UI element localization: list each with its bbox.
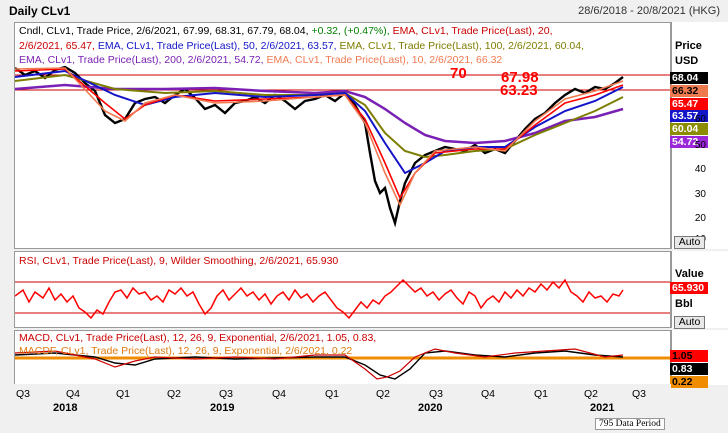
ema-100-legend: EMA, CLv1, Trade Price(Last), 100, 2/6/2… (339, 40, 585, 52)
price-tick: 50 (694, 140, 706, 151)
price-badge-ema100: 60.04 (670, 123, 708, 135)
price-chart[interactable] (15, 23, 671, 249)
rsi-line (15, 278, 624, 320)
ema-20-value-legend: 2/6/2021, 65.47, (19, 40, 98, 52)
rsi-unit: Bbl (675, 298, 693, 310)
annotation-67-98: 67.98 (501, 69, 539, 86)
quarter-label: Q3 (429, 388, 444, 400)
macd-badge: 1.05 (670, 350, 708, 362)
quarter-label: Q1 (534, 388, 549, 400)
rsi-panel[interactable]: RSI, CLv1, Trade Price(Last), 9, Wilder … (14, 251, 671, 328)
quarter-label: Q1 (116, 388, 131, 400)
candle-legend: Cndl, CLv1, Trade Price, 2/6/2021, 67.99… (19, 25, 312, 37)
price-legend-line-2: 2/6/2021, 65.47, EMA, CLv1, Trade Price(… (19, 40, 584, 52)
price-auto-button[interactable]: Auto (674, 236, 705, 249)
ema-200-line (15, 83, 624, 145)
quarter-label: Q3 (219, 388, 234, 400)
price-badge-ema20: 65.47 (670, 98, 708, 110)
price-badge-ema200: 54.72 (670, 136, 708, 148)
price-panel[interactable]: Cndl, CLv1, Trade Price, 2/6/2021, 67.99… (14, 22, 671, 249)
price-axis-unit: USD (675, 55, 699, 67)
price-axis-title: Price (675, 40, 702, 52)
ema-20-legend: EMA, CLv1, Trade Price(Last), 20, (392, 25, 553, 37)
price-legend-line-3: EMA, CLv1, Trade Price(Last), 200, 2/6/2… (19, 54, 502, 66)
quarter-label: Q2 (376, 388, 391, 400)
price-badge-close: 68.04 (670, 72, 708, 84)
quarter-label: Q3 (632, 388, 647, 400)
ema-200-legend: EMA, CLv1, Trade Price(Last), 200, 2/6/2… (19, 54, 267, 66)
rsi-axis-title: Value (675, 268, 704, 280)
macdf-badge: 0.22 (670, 376, 708, 388)
price-tick: 40 (694, 164, 706, 175)
year-label: 2021 (590, 402, 615, 414)
quarter-label: Q1 (325, 388, 340, 400)
rsi-badge: 65.930 (670, 282, 708, 294)
quarter-label: Q2 (584, 388, 599, 400)
annotation-63-23: 63.23 (500, 82, 538, 99)
price-tick: 20 (694, 213, 706, 224)
price-axis[interactable] (671, 22, 728, 249)
year-label: 2020 (418, 402, 443, 414)
rsi-legend: RSI, CLv1, Trade Price(Last), 9, Wilder … (19, 255, 339, 267)
price-tick: 60 (694, 114, 706, 125)
quarter-label: Q4 (272, 388, 287, 400)
price-legend-line-1: Cndl, CLv1, Trade Price, 2/6/2021, 67.99… (19, 25, 553, 37)
ema-10-line (15, 67, 624, 207)
price-badge-ema10: 66.32 (670, 85, 708, 97)
candle-change-legend: +0.32, (+0.47%), (311, 25, 393, 37)
macd-line (15, 348, 624, 380)
quarter-label: Q2 (167, 388, 182, 400)
date-range: 28/6/2018 - 20/8/2021 (HKG) (578, 5, 720, 17)
ema-10-legend: EMA, CLv1, Trade Price(Last), 10, 2/6/20… (266, 54, 503, 66)
rsi-auto-button[interactable]: Auto (674, 316, 705, 329)
data-period-status: 795 Data Period (595, 418, 665, 430)
year-label: 2019 (210, 402, 235, 414)
time-axis[interactable] (14, 384, 671, 422)
quarter-label: Q4 (66, 388, 81, 400)
quarter-label: Q4 (481, 388, 496, 400)
ema-100-line (15, 73, 624, 159)
macd-signal-line (15, 350, 624, 380)
ema-50-legend: EMA, CLv1, Trade Price(Last), 50, 2/6/20… (97, 40, 340, 52)
price-badge-ema50: 63.57 (670, 110, 708, 122)
macd-panel[interactable]: MACD, CLv1, Trade Price(Last), 12, 26, 9… (14, 330, 671, 385)
quarter-label: Q3 (16, 388, 31, 400)
rsi-chart[interactable] (15, 252, 671, 328)
macd-chart[interactable] (15, 331, 671, 385)
macdf-legend: MACDF, CLv1, Trade Price(Last), 12, 26, … (19, 345, 353, 357)
macd-signal-badge: 0.83 (670, 363, 708, 375)
annotation-70: 70 (450, 65, 467, 82)
price-tick: 30 (694, 189, 706, 200)
year-label: 2018 (53, 402, 78, 414)
title-bar: Daily CLv1 28/6/2018 - 20/8/2021 (HKG) (0, 0, 728, 22)
window-title: Daily CLv1 (9, 4, 71, 18)
macd-legend: MACD, CLv1, Trade Price(Last), 12, 26, 9… (19, 332, 377, 344)
